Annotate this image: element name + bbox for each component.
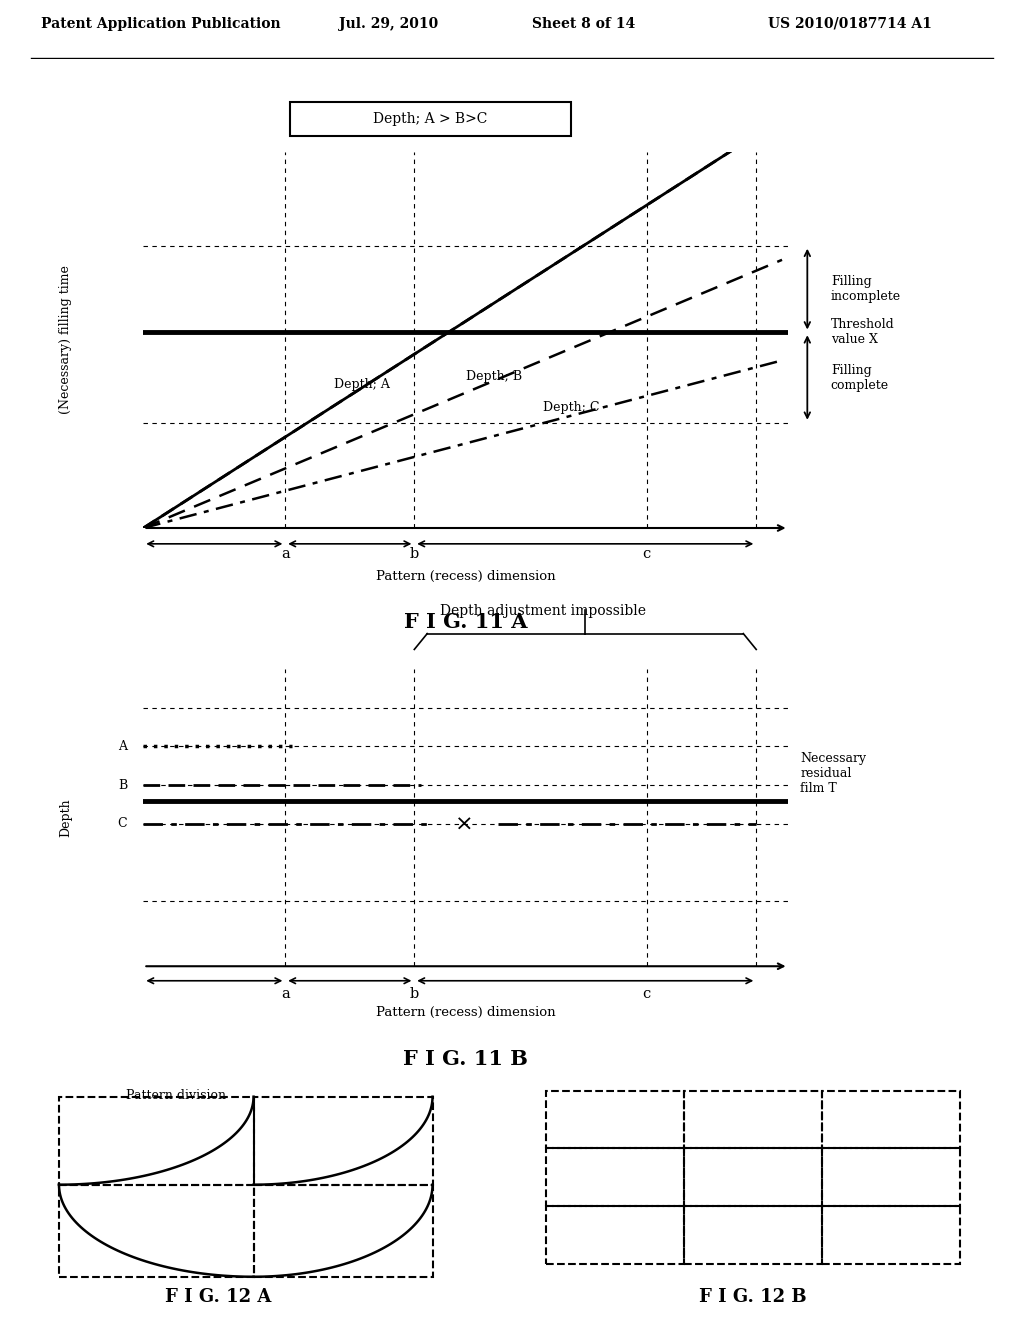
Bar	[254, 1097, 432, 1185]
Text: b: b	[410, 546, 419, 561]
Text: a: a	[281, 987, 290, 1001]
Text: b: b	[410, 987, 419, 1001]
Bar	[821, 1148, 959, 1206]
Text: F I G. 12 A: F I G. 12 A	[165, 1288, 271, 1305]
Bar	[684, 1148, 821, 1206]
Text: a: a	[281, 546, 290, 561]
Text: Sheet 8 of 14: Sheet 8 of 14	[532, 17, 635, 30]
Text: F I G. 12 B: F I G. 12 B	[698, 1288, 807, 1305]
Text: F I G. 11 A: F I G. 11 A	[404, 611, 527, 632]
Text: Filling
complete: Filling complete	[830, 363, 889, 392]
Text: A: A	[118, 741, 127, 752]
Text: Depth; B: Depth; B	[466, 370, 522, 383]
Text: B: B	[118, 779, 127, 792]
Text: Necessary
residual
film T: Necessary residual film T	[801, 752, 866, 796]
Bar	[59, 1185, 254, 1276]
Text: Depth: Depth	[59, 799, 73, 837]
Text: Depth; A: Depth; A	[334, 378, 389, 391]
Text: (Necessary) filling time: (Necessary) filling time	[59, 265, 73, 414]
Text: $\times$: $\times$	[454, 813, 471, 834]
Text: Pattern division: Pattern division	[126, 1089, 225, 1101]
Text: Patent Application Publication: Patent Application Publication	[41, 17, 281, 30]
Bar	[59, 1097, 254, 1185]
Text: Filling
incomplete: Filling incomplete	[830, 275, 901, 304]
Bar	[254, 1185, 432, 1276]
Text: Jul. 29, 2010: Jul. 29, 2010	[340, 17, 438, 30]
Bar	[546, 1206, 684, 1265]
Text: Depth; C: Depth; C	[544, 401, 600, 413]
Text: Depth; A > B>C: Depth; A > B>C	[373, 112, 487, 125]
Bar	[546, 1090, 684, 1148]
Text: C: C	[118, 817, 127, 830]
Bar	[821, 1206, 959, 1265]
Bar	[821, 1090, 959, 1148]
Text: US 2010/0187714 A1: US 2010/0187714 A1	[768, 17, 932, 30]
Bar	[546, 1148, 684, 1206]
Text: c: c	[642, 987, 650, 1001]
Text: Pattern (recess) dimension: Pattern (recess) dimension	[376, 570, 556, 583]
Text: F I G. 11 B: F I G. 11 B	[403, 1048, 528, 1069]
Bar	[684, 1206, 821, 1265]
Text: Depth adjustment impossible: Depth adjustment impossible	[440, 605, 646, 618]
Text: Threshold
value X: Threshold value X	[830, 318, 895, 346]
FancyBboxPatch shape	[290, 102, 570, 136]
Text: c: c	[642, 546, 650, 561]
Text: Pattern (recess) dimension: Pattern (recess) dimension	[376, 1006, 556, 1019]
Bar	[684, 1090, 821, 1148]
